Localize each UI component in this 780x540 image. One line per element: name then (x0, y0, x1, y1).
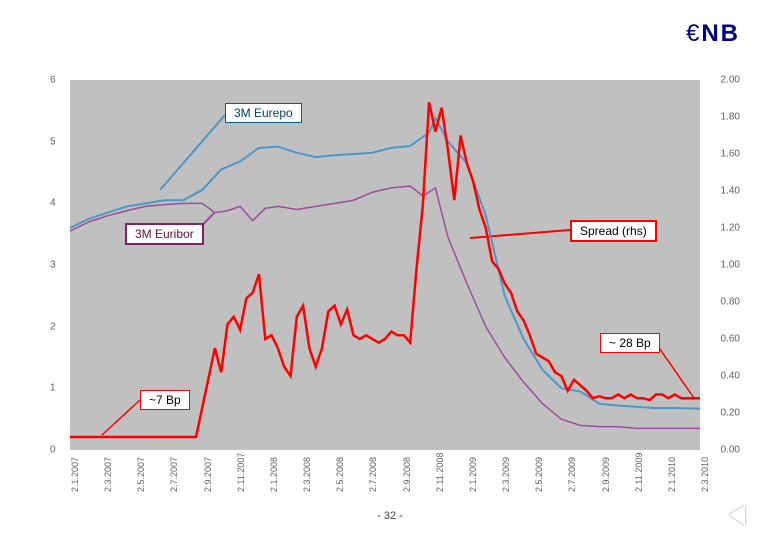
x-tick: 2.3.2008 (302, 457, 306, 492)
callout-28bp: ~ 28 Bp (600, 333, 660, 353)
leader-line (160, 115, 225, 190)
callout-eurepo: 3M Eurepo (225, 103, 302, 123)
leader-line (102, 400, 140, 435)
x-tick: 2.5.2007 (136, 457, 140, 492)
x-tick: 2.9.2009 (601, 457, 605, 492)
right-tick: 1.40 (721, 186, 740, 197)
left-tick: 3 (50, 260, 56, 271)
callout-7bp: ~7 Bp (140, 390, 190, 410)
x-tick: 2.5.2009 (534, 457, 538, 492)
leader-line (655, 342, 694, 398)
left-tick: 0 (50, 445, 56, 456)
x-tick: 2.1.2010 (667, 457, 671, 492)
x-tick: 2.9.2007 (203, 457, 207, 492)
x-tick: 2.7.2008 (368, 457, 372, 492)
right-tick: 0.40 (721, 371, 740, 382)
logo: €NB (686, 20, 740, 48)
x-tick: 2.11.2008 (435, 453, 439, 492)
x-tick: 2.3.2007 (103, 457, 107, 492)
back-icon[interactable] (729, 505, 745, 525)
right-tick: 2.00 (721, 75, 740, 86)
callout-euribor: 3M Euribor (125, 223, 204, 245)
right-tick: 1.00 (721, 260, 740, 271)
left-tick: 2 (50, 321, 56, 332)
logo-euro: € (686, 20, 701, 47)
plot-area: 3M Eurepo 3M Euribor Spread (rhs) ~ 28 B… (70, 80, 700, 450)
x-tick: 2.3.2010 (700, 457, 704, 492)
x-tick: 2.1.2009 (468, 457, 472, 492)
x-tick: 2.5.2008 (335, 457, 339, 492)
left-tick: 4 (50, 198, 56, 209)
x-tick: 2.1.2008 (269, 457, 273, 492)
right-tick: 1.60 (721, 149, 740, 160)
right-tick: 1.80 (721, 112, 740, 123)
right-tick: 1.20 (721, 223, 740, 234)
left-tick: 6 (50, 75, 56, 86)
x-tick: 2.9.2008 (402, 457, 406, 492)
right-tick: 0.00 (721, 445, 740, 456)
x-tick: 2.3.2009 (501, 457, 505, 492)
leader-line (470, 230, 570, 238)
right-tick: 0.60 (721, 334, 740, 345)
left-tick: 1 (50, 383, 56, 394)
logo-text: NB (701, 20, 740, 47)
x-tick: 2.7.2007 (169, 457, 173, 492)
callout-spread: Spread (rhs) (570, 220, 657, 242)
series-line (70, 118, 700, 408)
right-tick: 0.80 (721, 297, 740, 308)
x-tick: 2.11.2007 (236, 453, 240, 492)
right-tick: 0.20 (721, 408, 740, 419)
chart-container: 3M Eurepo 3M Euribor Spread (rhs) ~ 28 B… (40, 80, 740, 460)
x-tick: 2.11.2009 (634, 453, 638, 492)
page-number: - 32 - (377, 510, 403, 522)
series-line (70, 102, 700, 437)
x-tick: 2.1.2007 (70, 457, 74, 492)
left-tick: 5 (50, 136, 56, 147)
x-tick: 2.7.2009 (567, 457, 571, 492)
